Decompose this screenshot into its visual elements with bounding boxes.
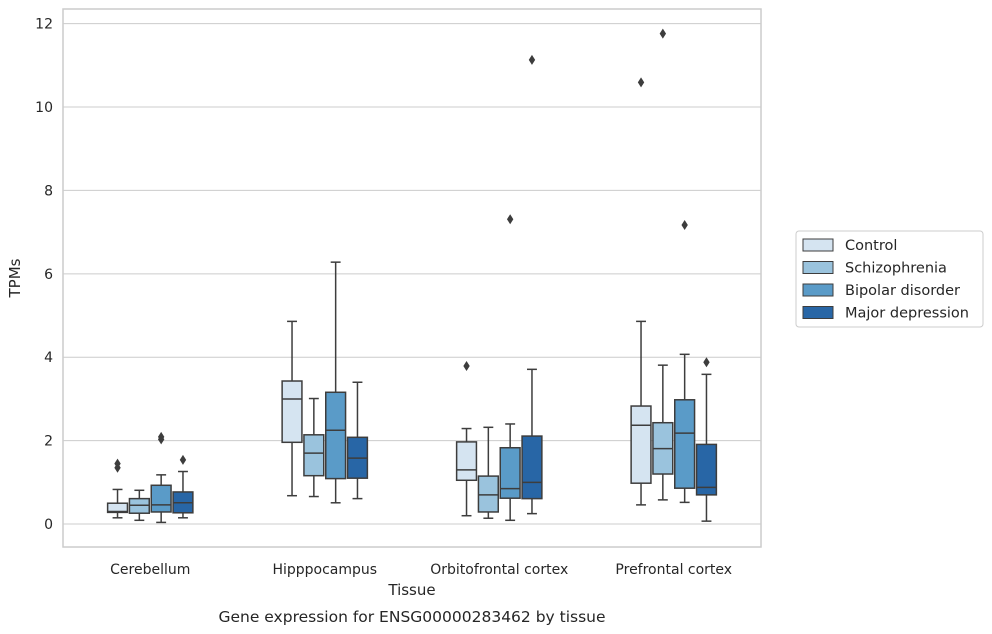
- box: [303, 434, 325, 477]
- outlier-point: [528, 54, 536, 65]
- box-group: [303, 397, 325, 498]
- box-group: [630, 77, 652, 506]
- box-group: [346, 381, 369, 500]
- box-group: [652, 28, 674, 501]
- box-group: [674, 220, 696, 504]
- box-group: [455, 360, 478, 517]
- box-group: [106, 458, 129, 519]
- legend-label: Bipolar disorder: [845, 283, 960, 299]
- legend-label: Schizophrenia: [845, 261, 947, 277]
- legend-label: Major depression: [845, 306, 969, 322]
- y-tick-label: 6: [44, 267, 53, 283]
- box: [521, 435, 543, 500]
- x-axis-label: Tissue: [387, 581, 435, 599]
- y-tick-label: 8: [44, 183, 53, 199]
- x-tick-label: Hipppocampus: [272, 562, 377, 578]
- box-group: [128, 489, 150, 522]
- legend-swatch: [802, 238, 834, 252]
- box: [630, 405, 652, 484]
- outlier-point: [157, 431, 165, 442]
- y-axis-label: TPMs: [6, 258, 24, 298]
- outlier-point: [637, 77, 645, 88]
- box: [455, 441, 478, 482]
- outlier-point: [703, 357, 710, 368]
- box-group: [477, 426, 499, 519]
- y-tick-label: 2: [44, 434, 53, 450]
- legend-frame: [795, 230, 984, 328]
- box: [150, 484, 172, 513]
- legend-swatch: [802, 261, 834, 274]
- boxes: [106, 28, 718, 524]
- y-tick-label: 0: [44, 517, 53, 533]
- box: [325, 391, 347, 480]
- y-tick-labels: 0 2 4 6 8 10 12: [35, 17, 53, 533]
- box: [106, 502, 129, 514]
- box-group: [150, 431, 172, 524]
- legend-label: Control: [845, 238, 897, 254]
- outlier-point: [463, 360, 470, 371]
- box-group: [521, 54, 543, 515]
- chart-caption: Gene expression for ENSG00000283462 by t…: [218, 608, 605, 626]
- outlier-point: [681, 220, 688, 231]
- plot-frame: [62, 8, 762, 548]
- box: [695, 443, 718, 496]
- legend-swatch: [802, 306, 834, 319]
- box-group: [325, 261, 347, 504]
- outlier-point: [179, 454, 187, 465]
- box: [281, 380, 303, 444]
- box-group: [281, 320, 303, 497]
- box-group: [172, 454, 194, 519]
- legend: Control Schizophrenia Bipolar disorder Majo…: [795, 230, 984, 328]
- y-tick-label: 12: [35, 17, 53, 33]
- x-tick-label: Prefrontal cortex: [615, 562, 732, 578]
- y-tick-label: 4: [44, 350, 53, 366]
- x-tick-labels: Cerebellum Hipppocampus Orbitofrontal cort…: [110, 562, 732, 578]
- outlier-point: [114, 458, 121, 469]
- box: [674, 399, 696, 489]
- gridlines: [63, 23, 761, 525]
- y-tick-label: 10: [35, 100, 53, 116]
- x-tick-label: Orbitofrontal cortex: [430, 562, 568, 578]
- box: [499, 446, 521, 499]
- outlier-point: [506, 214, 514, 225]
- box: [477, 475, 499, 513]
- box-group: [695, 357, 718, 522]
- outlier-point: [659, 28, 667, 39]
- x-tick-label: Cerebellum: [110, 562, 190, 578]
- box-group: [499, 214, 521, 522]
- legend-swatch: [802, 283, 834, 297]
